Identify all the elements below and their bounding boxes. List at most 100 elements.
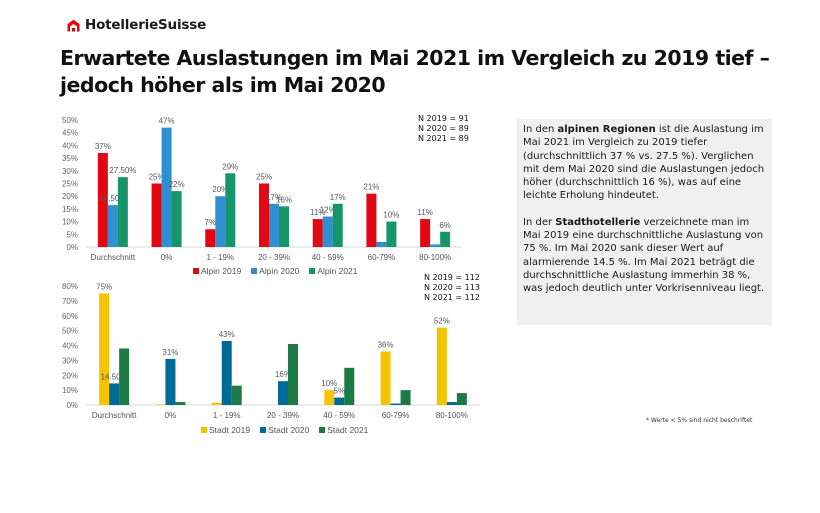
bar-stadt-2019 [211, 402, 222, 405]
bar-alpin-2021 [332, 203, 343, 247]
x-tick-label: 80-100% [419, 253, 451, 262]
n-info-alpin: N 2019 = 91 N 2020 = 89 N 2021 = 89 [418, 114, 469, 144]
legend-stadt: Stadt 2019 Stadt 2020 Stadt 2021 [201, 425, 368, 435]
x-tick-label: 40 - 59% [323, 411, 355, 420]
bar-alpin-2019 [420, 219, 431, 247]
y-tick-label: 30% [62, 356, 78, 365]
bar-stadt-2019 [380, 351, 391, 405]
data-label: 22% [169, 180, 185, 189]
bar-alpin-2020 [269, 203, 279, 247]
y-tick-label: 5% [66, 230, 78, 239]
legend-label: Alpin 2021 [317, 266, 358, 276]
x-tick-label: 60-79% [368, 253, 396, 262]
data-label: 25% [256, 173, 272, 182]
data-label: 11% [310, 208, 325, 217]
data-label: 52% [434, 317, 450, 326]
data-label: 6% [439, 221, 451, 230]
legend-label: Alpin 2020 [259, 266, 300, 276]
bar-stadt-2021 [456, 393, 467, 405]
legend-label: Stadt 2019 [209, 425, 251, 435]
y-tick-label: 10% [62, 386, 78, 395]
bar-alpin-2020 [107, 205, 118, 247]
data-label: 29% [222, 162, 238, 171]
legend-item: Alpin 2019 [193, 266, 241, 276]
data-label: 5% [334, 387, 346, 396]
legend-swatch [201, 427, 207, 433]
bar-alpin-2021 [225, 173, 236, 247]
y-tick-label: 25% [62, 180, 78, 189]
bar-stadt-2020 [390, 403, 401, 405]
y-tick-label: 15% [62, 205, 78, 214]
y-tick-label: 20% [62, 192, 78, 201]
n-info-line: N 2021 = 112 [424, 293, 480, 302]
legend-item: Stadt 2019 [201, 425, 250, 435]
house-logo-icon [67, 19, 80, 31]
highlight-stadt: Stadthotellerie [555, 216, 641, 228]
bar-alpin-2020 [161, 127, 172, 247]
n-info-line: N 2021 = 89 [418, 134, 469, 143]
footnote: * Werte < 5% sind nicht beschriftet [646, 417, 753, 424]
x-tick-label: 60-79% [382, 411, 410, 420]
data-label: 7% [205, 218, 217, 227]
chart-stadt: 0% 10% 20% 30% 40% 50% 60% 70% 80% Durchschnitt 75… [50, 277, 490, 437]
bar-stadt-2020 [334, 397, 345, 405]
bar-alpin-2019 [259, 183, 269, 247]
x-tick-label: 0% [161, 253, 173, 262]
data-label: 11% [417, 208, 432, 217]
legend-swatch [319, 427, 326, 433]
brand-name: HotellerieSuisse [85, 17, 207, 33]
y-tick-label: 30% [62, 167, 78, 176]
page-title: Erwartete Auslastungen im Mai 2021 im Ve… [60, 46, 770, 97]
bar-stadt-2020 [109, 383, 120, 405]
bar-stadt-2019 [155, 404, 166, 405]
data-label: 16.50% [99, 194, 126, 203]
y-tick-label: 0% [66, 243, 78, 252]
data-label: 17% [266, 193, 282, 202]
data-label: 16% [276, 195, 292, 204]
data-label: 10% [383, 211, 399, 220]
bar-stadt-2019 [324, 390, 335, 405]
n-info-stadt: N 2019 = 112 N 2020 = 113 N 2021 = 112 [424, 273, 480, 303]
x-tick-label: 40 - 59% [312, 253, 344, 262]
x-tick-label: 1 - 19% [206, 253, 234, 262]
y-tick-label: 45% [62, 129, 78, 138]
legend-label: Stadt 2020 [268, 425, 310, 435]
y-tick-label: 0% [66, 401, 78, 410]
bar-stadt-2021 [175, 402, 186, 405]
bar-stadt-2019 [436, 327, 447, 405]
bar-alpin-2020 [322, 216, 333, 247]
legend-label: Stadt 2021 [327, 425, 369, 435]
x-tick-label: Durchschnitt [91, 253, 136, 262]
x-tick-label: 20 - 39% [267, 411, 299, 420]
bar-stadt-2021 [231, 385, 242, 405]
chart-alpin: 0% 5% 10% 15% 20% 25% 30% 35% 40% 45% 50% Durchschn… [50, 112, 490, 277]
data-label: 16% [275, 370, 291, 379]
y-tick-label: 10% [62, 218, 78, 227]
legend-item: Stadt 2021 [319, 425, 368, 435]
data-label: 21% [363, 183, 379, 192]
bar-stadt-2021 [344, 367, 355, 405]
data-label: 75% [96, 282, 112, 291]
bar-stadt-2020 [165, 358, 176, 405]
n-info-line: N 2020 = 89 [418, 124, 469, 133]
y-tick-label: 50% [62, 327, 78, 336]
bar-stadt-2020 [221, 341, 232, 405]
brand-logo: HotellerieSuisse [67, 17, 206, 33]
bar-alpin-2019 [312, 219, 323, 247]
data-label: 36% [378, 340, 394, 349]
bar-alpin-2019 [151, 183, 162, 247]
y-tick-label: 70% [62, 297, 78, 306]
legend-item: Stadt 2020 [260, 425, 309, 435]
x-tick-label: Durchschnitt [92, 411, 137, 420]
bar-alpin-2021 [117, 177, 128, 247]
bar-alpin-2020 [215, 196, 226, 247]
x-tick-label: 0% [165, 411, 177, 420]
bar-alpin-2020 [376, 241, 387, 247]
data-label: 27.50% [109, 166, 136, 175]
bar-alpin-2021 [440, 231, 451, 247]
data-label: 37% [95, 142, 111, 151]
data-label: 20% [212, 185, 228, 194]
chart-stadt-svg: 0% 10% 20% 30% 40% 50% 60% 70% 80% Durchschnitt 75… [62, 282, 480, 420]
bar-alpin-2020 [430, 244, 441, 247]
data-label: 47% [159, 117, 175, 126]
